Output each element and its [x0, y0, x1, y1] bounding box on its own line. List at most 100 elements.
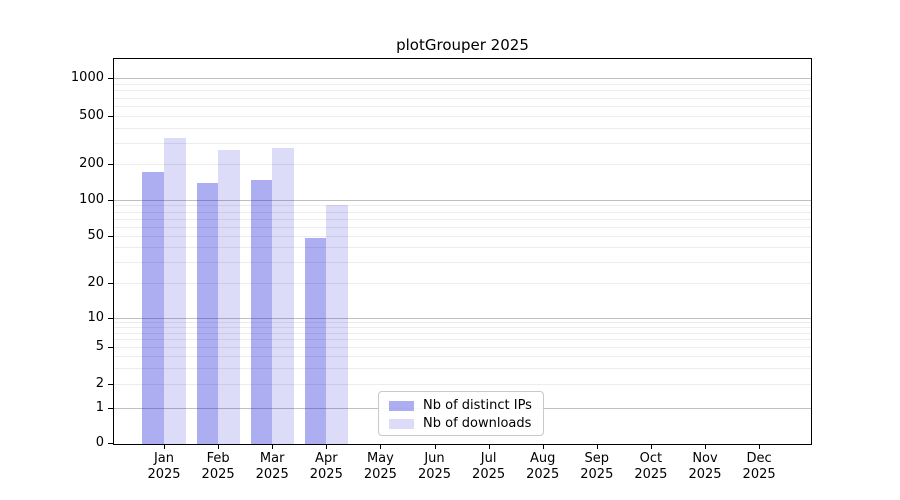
- y-axis-tick: [108, 164, 113, 165]
- gridline-minor: [114, 97, 811, 99]
- chart-title: plotGrouper 2025: [396, 36, 529, 54]
- legend-label-downloads: Nb of downloads: [423, 416, 532, 431]
- legend: Nb of distinct IPs Nb of downloads: [378, 391, 544, 436]
- gridline-minor: [114, 384, 811, 385]
- y-tick-label: 200: [79, 156, 104, 171]
- legend-item-downloads: Nb of downloads: [389, 416, 535, 432]
- y-tick-label: 1000: [70, 70, 104, 85]
- bar-downloads-apr: [326, 205, 348, 444]
- y-tick-label: 100: [79, 192, 104, 207]
- plot-area: [113, 58, 812, 445]
- y-tick-label: 2: [95, 376, 104, 391]
- x-tick-month: Aug: [529, 451, 556, 466]
- x-axis-tick: [434, 445, 436, 449]
- x-tick-year: 2025: [309, 467, 343, 482]
- y-tick-label: 500: [79, 108, 104, 123]
- bar-ips-jan: [142, 172, 164, 444]
- gridline-minor: [114, 262, 811, 264]
- x-axis-tick: [705, 445, 706, 449]
- x-tick-month: Feb: [206, 451, 230, 466]
- x-axis-tick: [326, 445, 328, 449]
- x-axis-tick: [218, 445, 220, 449]
- x-tick-label: Feb 2025: [190, 451, 246, 483]
- x-axis-tick: [272, 445, 274, 449]
- x-tick-label: Aug 2025: [515, 451, 571, 483]
- gridline-minor: [114, 236, 811, 237]
- legend-label-distinct-ips: Nb of distinct IPs: [423, 398, 532, 413]
- y-axis-tick: [108, 236, 113, 237]
- x-tick-label: Oct 2025: [623, 451, 679, 483]
- x-tick-year: 2025: [417, 467, 452, 482]
- x-tick-year: 2025: [147, 467, 181, 482]
- x-tick-year: 2025: [201, 467, 235, 482]
- x-tick-label: Mar 2025: [244, 451, 300, 483]
- gridline-minor: [114, 247, 811, 249]
- gridline-minor: [114, 205, 811, 207]
- gridline-minor: [114, 283, 811, 284]
- gridline-minor: [114, 347, 811, 348]
- gridline-minor: [114, 322, 811, 324]
- gridline-minor: [114, 218, 811, 220]
- gridline-major: [114, 318, 811, 319]
- y-tick-label: 50: [87, 228, 104, 243]
- gridline-minor: [114, 211, 811, 213]
- y-tick-label: 1: [95, 400, 104, 415]
- x-axis-tick: [488, 445, 490, 449]
- bar-downloads-feb: [218, 150, 240, 444]
- x-tick-month: Apr: [315, 451, 338, 466]
- x-axis-tick: [164, 445, 165, 449]
- x-axis-tick: [542, 445, 544, 449]
- gridline-minor: [114, 332, 811, 334]
- x-tick-month: Sep: [584, 451, 610, 466]
- gridline-minor: [114, 106, 811, 107]
- x-tick-year: 2025: [742, 467, 776, 482]
- gridline-minor: [114, 356, 811, 357]
- x-tick-label: Apr 2025: [298, 451, 354, 483]
- gridline-minor: [114, 327, 811, 329]
- x-tick-label: May 2025: [352, 451, 408, 483]
- x-tick-year: 2025: [255, 467, 289, 482]
- gridline-minor: [114, 83, 811, 85]
- x-tick-label: Jan 2025: [136, 451, 192, 483]
- y-axis-tick: [108, 283, 113, 284]
- x-tick-label: Jul 2025: [461, 451, 517, 483]
- x-tick-month: Jan: [153, 451, 175, 466]
- y-axis-tick: [108, 384, 113, 385]
- y-axis-tick: [108, 78, 113, 79]
- y-axis-tick: [108, 347, 113, 348]
- x-tick-month: May: [366, 451, 394, 466]
- gridline-minor: [114, 90, 811, 92]
- x-tick-month: Nov: [692, 451, 718, 466]
- x-tick-year: 2025: [688, 467, 722, 482]
- x-tick-label: Sep 2025: [569, 451, 625, 483]
- legend-swatch-distinct-ips: [389, 401, 414, 411]
- gridline-minor: [114, 164, 811, 165]
- bar-downloads-jan: [164, 137, 186, 444]
- x-tick-label: Dec 2025: [731, 451, 787, 483]
- x-tick-month: Oct: [639, 451, 663, 466]
- x-axis-tick: [650, 445, 652, 449]
- x-tick-label: Jun 2025: [407, 451, 463, 483]
- gridline-minor: [114, 339, 811, 341]
- y-axis-tick: [108, 200, 113, 201]
- y-tick-label: 20: [87, 275, 104, 290]
- y-axis-tick: [108, 116, 113, 117]
- x-tick-year: 2025: [580, 467, 614, 482]
- x-tick-year: 2025: [526, 467, 560, 482]
- gridline-minor: [114, 367, 811, 369]
- x-tick-month: Mar: [259, 451, 285, 466]
- gridline-major: [114, 78, 811, 79]
- x-axis-tick: [759, 445, 761, 449]
- y-axis-tick: [108, 408, 113, 409]
- legend-item-distinct-ips: Nb of distinct IPs: [389, 398, 535, 414]
- x-tick-label: Nov 2025: [677, 451, 733, 483]
- gridline-minor: [114, 142, 811, 144]
- y-tick-label: 10: [87, 310, 104, 325]
- x-tick-year: 2025: [634, 467, 668, 482]
- x-axis-tick: [380, 445, 382, 449]
- x-tick-month: Dec: [746, 451, 772, 466]
- y-axis-tick: [108, 318, 113, 319]
- x-tick-month: Jun: [424, 451, 445, 466]
- x-axis-tick: [596, 445, 598, 449]
- legend-swatch-downloads: [389, 419, 414, 429]
